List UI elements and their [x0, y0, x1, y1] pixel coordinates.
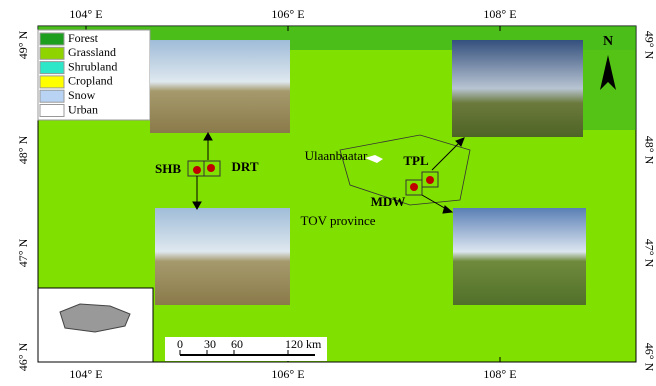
site-label: TPL — [403, 153, 429, 168]
north-label: N — [603, 34, 613, 49]
site-label: MDW — [371, 194, 406, 209]
photo-tpl — [452, 40, 583, 137]
legend-swatch — [40, 76, 64, 88]
lat-label: 47° N — [16, 238, 30, 267]
lon-label: 104° E — [69, 7, 102, 21]
map: 104° E 104° E 106° E 106° E 108° E 108° E 49° … — [0, 0, 656, 386]
site-dot — [410, 183, 418, 191]
lat-label: 46° N — [642, 343, 656, 372]
lon-label: 108° E — [483, 7, 516, 21]
legend-swatch — [40, 105, 64, 117]
legend-label: Grassland — [68, 45, 116, 59]
lat-label: 48° N — [642, 136, 656, 165]
site-dot — [207, 164, 215, 172]
site-dot — [426, 176, 434, 184]
scale-label: 30 — [204, 337, 216, 351]
legend-swatch — [40, 62, 64, 74]
legend-label: Forest — [68, 31, 99, 45]
lon-label: 106° E — [271, 367, 304, 381]
lat-label: 49° N — [642, 31, 656, 60]
site-dot — [193, 166, 201, 174]
legend-swatch — [40, 33, 64, 45]
site-label: SHB — [155, 161, 181, 176]
lon-label: 106° E — [271, 7, 304, 21]
legend-swatch — [40, 47, 64, 59]
lat-label: 47° N — [642, 239, 656, 268]
lat-label: 49° N — [16, 30, 30, 59]
photo-shb — [150, 40, 290, 133]
scale-label: 120 km — [285, 337, 322, 351]
legend: ForestGrasslandShrublandCroplandSnowUrba… — [38, 30, 150, 120]
lon-label: 104° E — [69, 367, 102, 381]
photo-mdw — [453, 208, 586, 305]
scale-label: 0 — [177, 337, 183, 351]
legend-label: Shrubland — [68, 59, 117, 73]
place-label: Ulaanbaatar — [305, 148, 368, 163]
lon-label: 108° E — [483, 367, 516, 381]
legend-swatch — [40, 90, 64, 102]
lat-label: 46° N — [16, 342, 30, 371]
site-label: DRT — [232, 159, 259, 174]
legend-label: Cropland — [68, 74, 113, 88]
lat-label: 48° N — [16, 135, 30, 164]
legend-label: Urban — [68, 102, 98, 116]
scale-label: 60 — [231, 337, 243, 351]
place-label: TOV province — [301, 213, 376, 228]
legend-label: Snow — [68, 88, 96, 102]
photo-drt — [155, 208, 290, 305]
